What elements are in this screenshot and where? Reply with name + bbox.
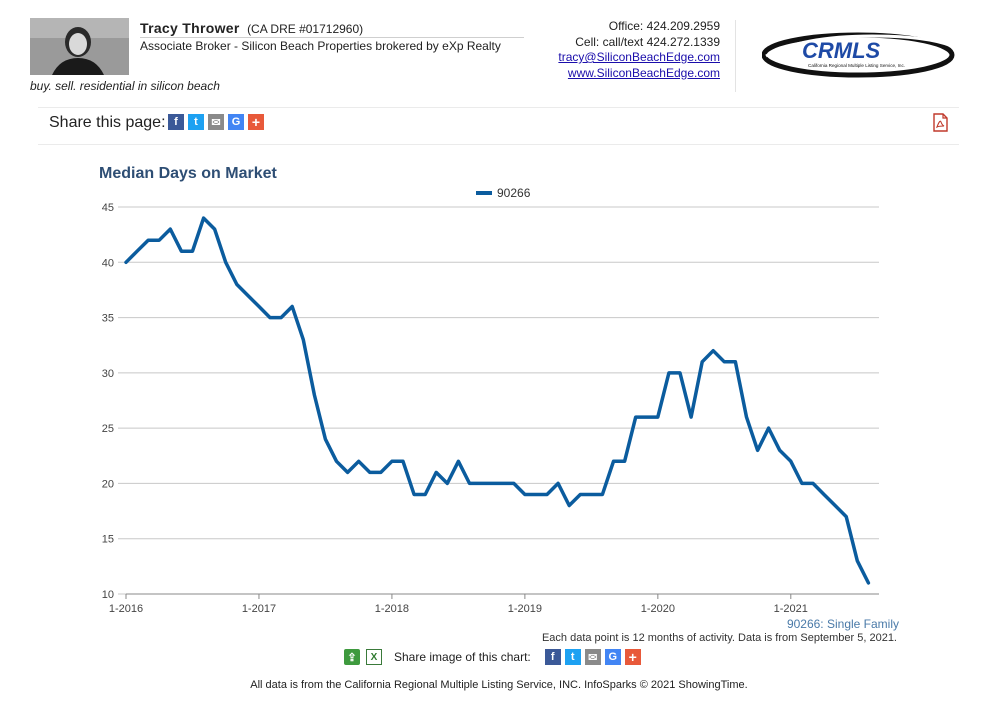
header-divider xyxy=(140,37,524,38)
crmls-logo: CRMLS California Regional Multiple Listi… xyxy=(761,30,960,78)
twitter-icon[interactable]: t xyxy=(564,649,581,665)
copyright-notice: All data is from the California Regional… xyxy=(250,679,748,691)
google-icon[interactable]: G xyxy=(228,114,244,130)
email-link[interactable]: tracy@SiliconBeachEdge.com xyxy=(558,50,720,64)
pdf-icon[interactable] xyxy=(932,113,949,132)
tagline: buy. sell. residential in silicon beach xyxy=(30,79,220,93)
legend-label: 90266 xyxy=(497,186,531,200)
share-page-icons: f t ✉ G + xyxy=(168,114,264,130)
chart-share-icons: f t ✉ G + xyxy=(544,649,641,665)
agent-photo xyxy=(30,18,129,75)
website-link[interactable]: www.SiliconBeachEdge.com xyxy=(567,65,720,80)
y-tick-label: 30 xyxy=(102,368,114,380)
y-tick-label: 10 xyxy=(102,589,114,601)
chart-share-bar: ⇪ X Share image of this chart: f t ✉ G + xyxy=(344,649,641,665)
agent-title: Associate Broker - Silicon Beach Propert… xyxy=(140,39,501,53)
x-tick-label: 1-2020 xyxy=(641,603,675,615)
y-tick-label: 25 xyxy=(102,423,114,435)
share-icon[interactable]: ⇪ xyxy=(344,649,360,665)
data-note: Each data point is 12 months of activity… xyxy=(541,632,897,644)
agent-name-line: Tracy Thrower (CA DRE #01712960) xyxy=(140,20,363,38)
crmls-logo-subtext: California Regional Multiple Listing Ser… xyxy=(808,63,905,68)
series-note: 90266: Single Family xyxy=(786,617,899,631)
axis-layer: 10 15 20 25 30 35 40 45 1-2016 1-2017 1-2018 1-2019… xyxy=(102,202,879,615)
x-tick-label: 1-2021 xyxy=(774,603,808,615)
y-tick-label: 15 xyxy=(102,534,114,546)
x-tick-label: 1-2017 xyxy=(242,603,276,615)
y-tick-label: 40 xyxy=(102,257,114,269)
twitter-icon[interactable]: t xyxy=(188,114,204,130)
x-tick-label: 1-2019 xyxy=(508,603,542,615)
y-tick-label: 20 xyxy=(102,478,114,490)
contact-block: Office: 424.209.2959 Cell: call/text 424… xyxy=(558,19,720,81)
series-line-90266 xyxy=(124,216,871,585)
email-icon[interactable]: ✉ xyxy=(208,114,224,130)
y-tick-label: 45 xyxy=(102,202,114,214)
plus-icon[interactable]: + xyxy=(624,649,641,665)
agent-name: Tracy Thrower xyxy=(140,20,240,36)
plus-icon[interactable]: + xyxy=(248,114,264,130)
chart-share-label: Share image of this chart: xyxy=(394,650,531,664)
y-tick-label: 35 xyxy=(102,313,114,325)
google-icon[interactable]: G xyxy=(604,649,621,665)
facebook-icon[interactable]: f xyxy=(544,649,561,665)
series-layer xyxy=(124,216,871,585)
excel-icon[interactable]: X xyxy=(366,649,382,665)
share-page-label: Share this page: xyxy=(49,114,166,131)
header-separator xyxy=(735,20,736,92)
chart-title: Median Days on Market xyxy=(99,165,277,182)
share-bar-top-border xyxy=(38,107,959,108)
facebook-icon[interactable]: f xyxy=(168,114,184,130)
agent-license: (CA DRE #01712960) xyxy=(247,22,364,36)
cell-phone: Cell: call/text 424.272.1339 xyxy=(575,34,720,49)
share-bar-bottom-border xyxy=(38,144,959,145)
office-phone: Office: 424.209.2959 xyxy=(608,19,720,33)
x-tick-label: 1-2018 xyxy=(375,603,409,615)
grid-layer xyxy=(118,206,879,595)
crmls-logo-text: CRMLS xyxy=(802,38,881,63)
x-tick-label: 1-2016 xyxy=(109,603,143,615)
legend: 90266 xyxy=(476,186,531,200)
email-icon[interactable]: ✉ xyxy=(584,649,601,665)
